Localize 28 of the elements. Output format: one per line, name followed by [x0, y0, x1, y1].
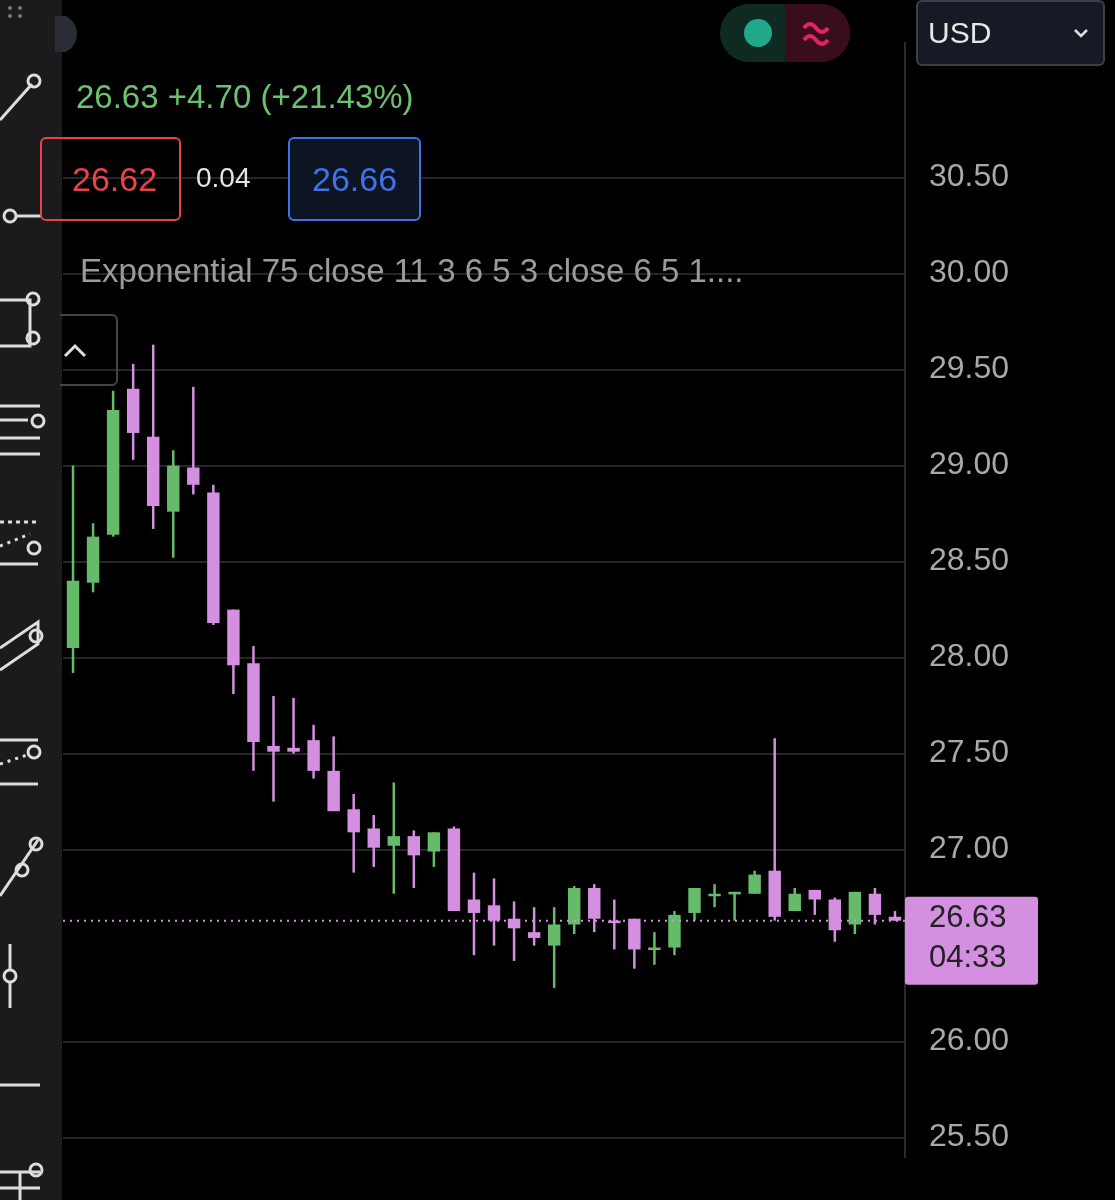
- candlestick: [287, 696, 300, 755]
- annotation: 26.62: [40, 137, 182, 221]
- y-tick-label: 28.00: [929, 637, 1010, 674]
- text: 26.63 +4.70 (+21.43%): [76, 78, 414, 116]
- candlestick: [387, 781, 400, 896]
- ref-line-label: 26.63 04:33: [929, 899, 1007, 975]
- candlestick: [347, 792, 360, 874]
- y-tick-label: 29.00: [929, 445, 1010, 482]
- y-tick-label: 26.00: [929, 1021, 1010, 1058]
- candlestick: [808, 888, 821, 917]
- y-tick-label: 27.00: [929, 829, 1010, 866]
- annotation: 26.66: [288, 137, 422, 221]
- text: USD: [916, 0, 1105, 66]
- candlestick: [367, 813, 380, 869]
- annotation: Exponential 75 close 11 3 6 5 3 close 6 5 1....: [80, 252, 744, 290]
- y-tick-label: 27.50: [929, 733, 1010, 770]
- candlestick: [267, 694, 280, 803]
- y-tick-label: 30.00: [929, 253, 1010, 290]
- y-tick-label: 25.50: [929, 1117, 1010, 1154]
- candlestick: [427, 831, 441, 869]
- candlestick: [748, 869, 761, 896]
- candlestick: [407, 829, 421, 890]
- y-tick-label: 29.50: [929, 349, 1010, 386]
- candlestick: [547, 905, 561, 990]
- y-tick-label: 28.50: [929, 541, 1010, 578]
- annotation: 0.04: [196, 162, 251, 194]
- candlestick: [187, 385, 200, 496]
- y-tick-label: 30.50: [929, 157, 1010, 194]
